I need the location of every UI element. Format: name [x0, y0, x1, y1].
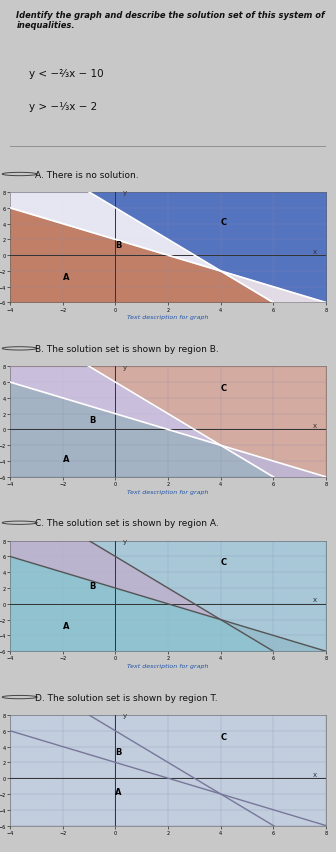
Text: C: C: [221, 732, 227, 741]
Text: B: B: [89, 415, 95, 424]
Text: y < −⅔x − 10: y < −⅔x − 10: [29, 69, 103, 78]
Text: C: C: [221, 217, 227, 227]
Text: A. There is no solution.: A. There is no solution.: [35, 170, 139, 179]
Text: B: B: [89, 581, 95, 590]
Text: x: x: [313, 596, 317, 602]
Text: C: C: [221, 558, 227, 567]
Text: y: y: [123, 538, 127, 544]
Text: x: x: [313, 249, 317, 255]
Text: D. The solution set is shown by region T.: D. The solution set is shown by region T…: [35, 693, 218, 702]
X-axis label: Text description for graph: Text description for graph: [127, 489, 209, 494]
Text: A: A: [63, 621, 69, 630]
Text: A: A: [63, 273, 69, 281]
Text: y: y: [123, 365, 127, 371]
Text: B: B: [115, 747, 122, 757]
Text: C: C: [221, 383, 227, 393]
Text: y > −⅓x − 2: y > −⅓x − 2: [29, 101, 97, 112]
Text: C. The solution set is shown by region A.: C. The solution set is shown by region A…: [35, 519, 219, 527]
Text: Identify the graph and describe the solution set of this system of inequalities.: Identify the graph and describe the solu…: [16, 11, 325, 31]
Text: y: y: [123, 190, 127, 196]
Text: B: B: [115, 241, 122, 250]
Text: A: A: [63, 454, 69, 463]
Text: x: x: [313, 771, 317, 777]
Text: x: x: [313, 423, 317, 429]
Text: y: y: [123, 712, 127, 718]
X-axis label: Text description for graph: Text description for graph: [127, 664, 209, 668]
Text: B. The solution set is shown by region B.: B. The solution set is shown by region B…: [35, 344, 219, 354]
X-axis label: Text description for graph: Text description for graph: [127, 315, 209, 320]
Text: A: A: [115, 787, 122, 796]
